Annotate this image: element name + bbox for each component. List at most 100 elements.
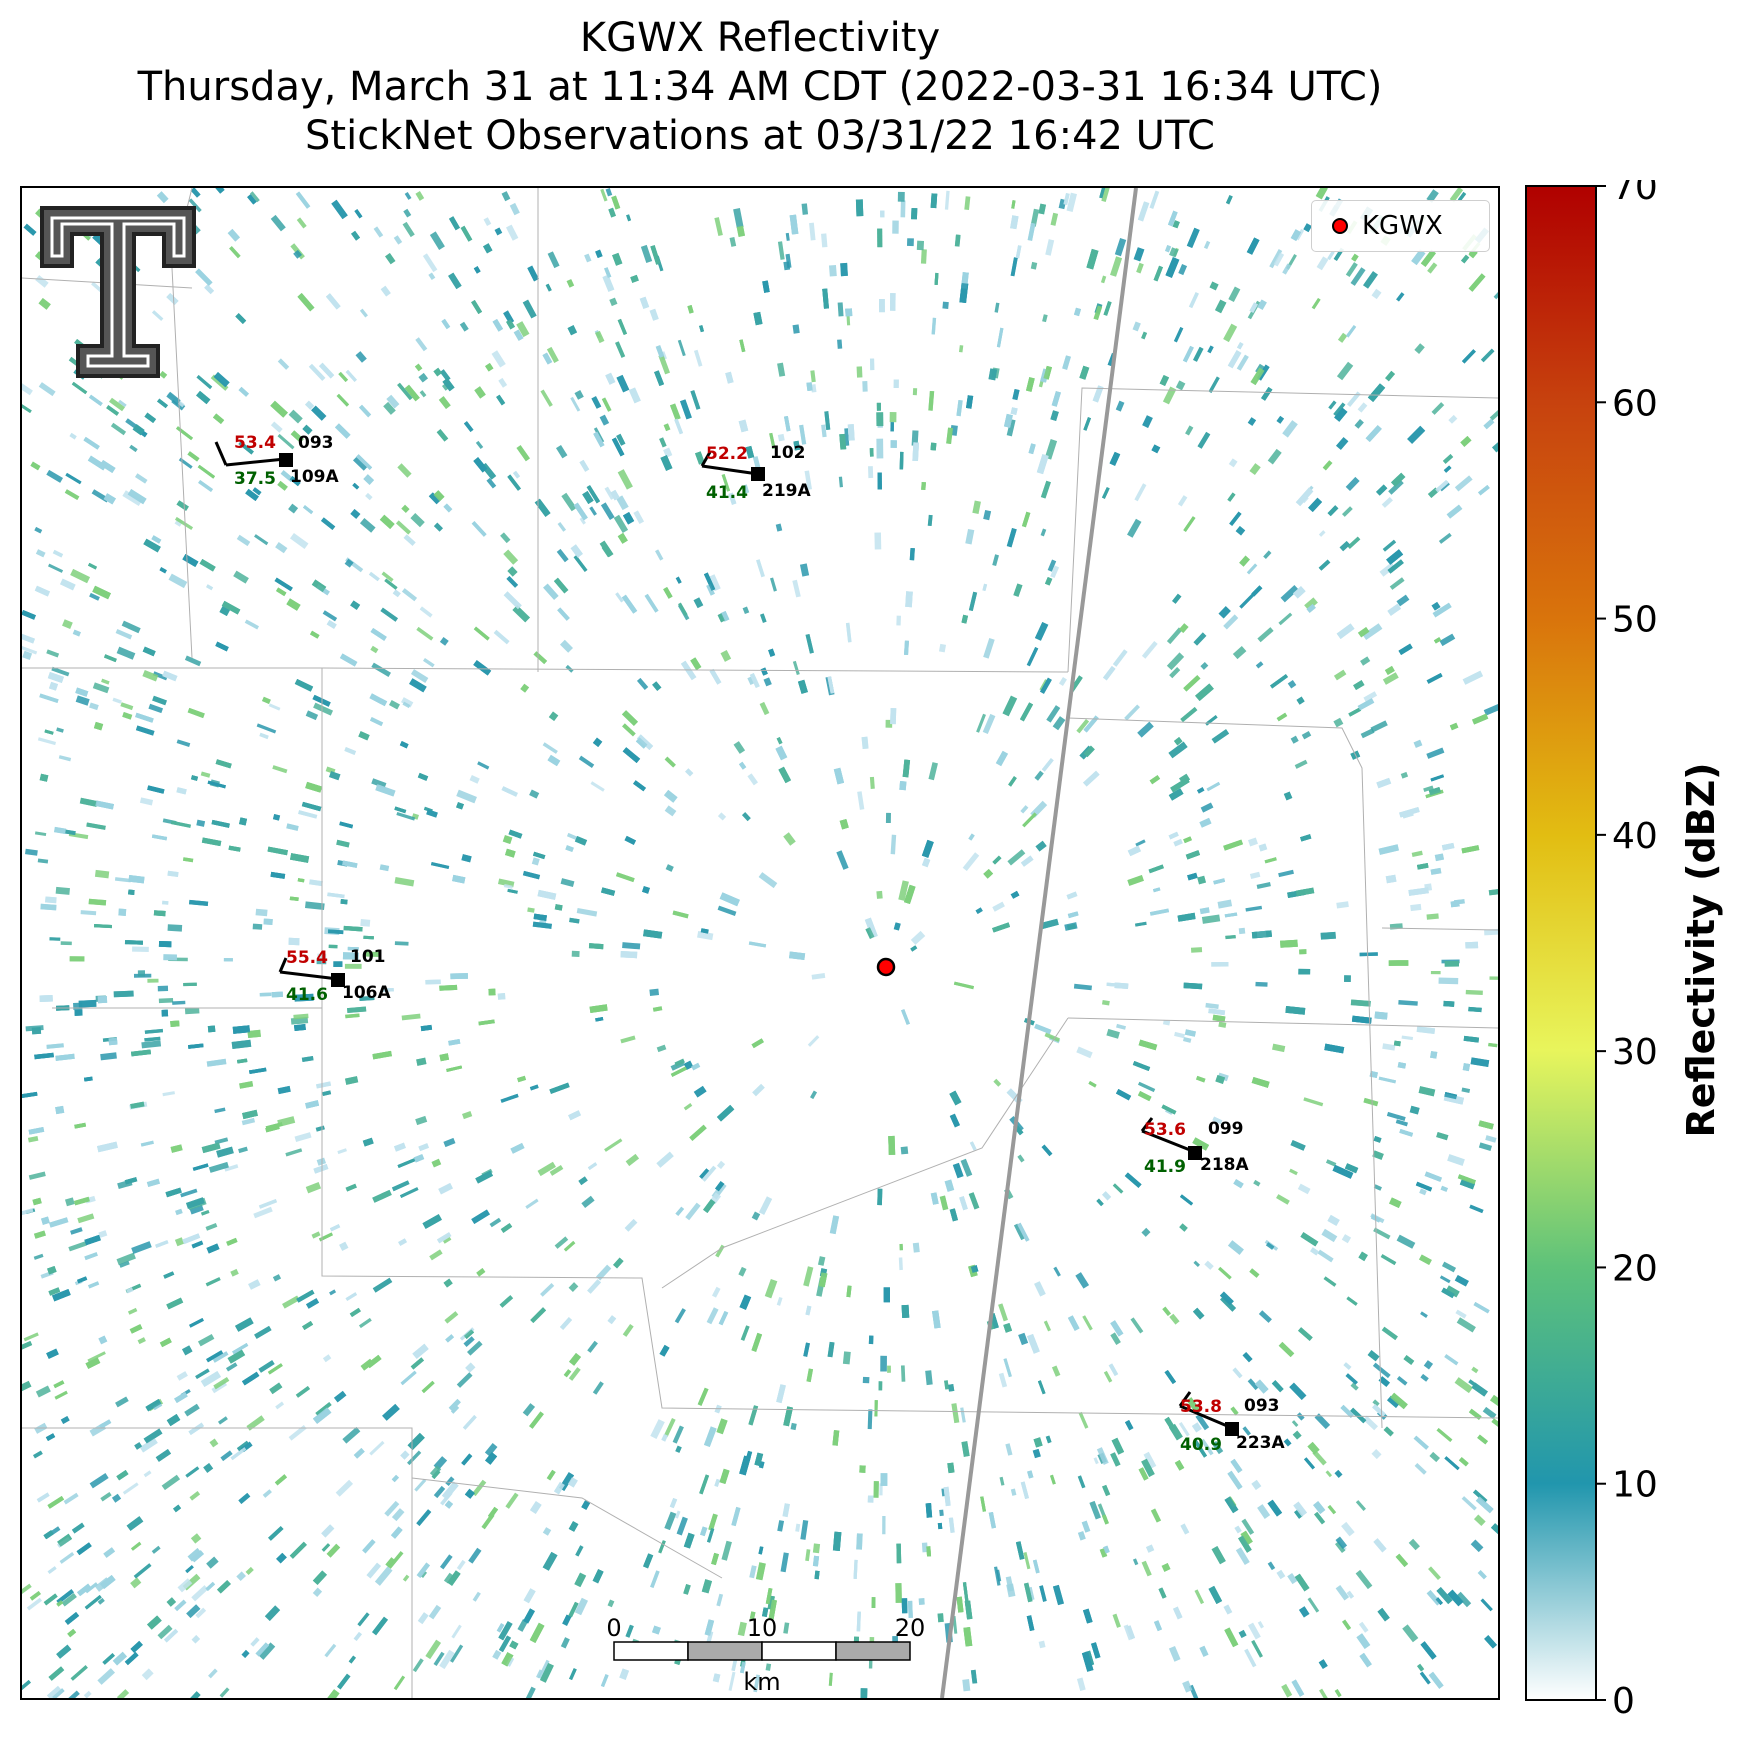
reflectivity-cell: [877, 228, 883, 248]
reflectivity-cell: [134, 1442, 143, 1450]
reflectivity-cell: [244, 619, 260, 630]
station-218A[interactable]: 53.6 099 41.9 218A: [1140, 1117, 1249, 1177]
reflectivity-cell: [754, 1452, 764, 1467]
reflectivity-cell: [1423, 785, 1434, 792]
reflectivity-cell: [1115, 400, 1125, 412]
reflectivity-cell: [439, 984, 458, 991]
reflectivity-cell: [56, 1644, 72, 1659]
reflectivity-cell: [37, 858, 49, 864]
reflectivity-cell: [1334, 1689, 1342, 1698]
reflectivity-cell: [393, 235, 403, 245]
reflectivity-cell: [1200, 661, 1209, 670]
reflectivity-cell: [992, 855, 1002, 865]
reflectivity-cell: [473, 626, 490, 641]
reflectivity-cell: [664, 1511, 677, 1531]
reflectivity-cell: [806, 382, 813, 392]
reflectivity-cell: [1489, 405, 1498, 421]
reflectivity-cell: [1308, 497, 1323, 513]
reflectivity-cell: [1011, 200, 1016, 209]
reflectivity-cell: [419, 390, 427, 398]
reflectivity-cell: [39, 773, 49, 782]
reflectivity-cell: [592, 1381, 604, 1395]
reflectivity-cell: [1200, 1438, 1214, 1456]
reflectivity-cell: [1058, 677, 1067, 686]
reflectivity-cell: [147, 1615, 162, 1630]
reflectivity-cell: [1327, 505, 1339, 517]
reflectivity-cell: [1416, 862, 1429, 870]
reflectivity-cell: [223, 958, 233, 962]
station-223A[interactable]: 53.8 093 40.9 223A: [1178, 1391, 1285, 1455]
reflectivity-cell: [121, 620, 141, 634]
reflectivity-cell: [267, 846, 288, 856]
reflectivity-cell: [1141, 1458, 1155, 1477]
reflectivity-cell: [1363, 271, 1378, 289]
map-canvas[interactable]: 53.4 093 37.5 109A 52.2 102 41.4 219A 55…: [22, 188, 1498, 1698]
reflectivity-cell: [40, 903, 57, 911]
reflectivity-cell: [226, 1237, 238, 1246]
reflectivity-cell: [1251, 585, 1263, 597]
reflectivity-cell: [196, 819, 206, 827]
reflectivity-cell: [305, 710, 319, 721]
reflectivity-cell: [1010, 215, 1019, 230]
reflectivity-cell: [664, 805, 677, 817]
reflectivity-cell: [187, 707, 205, 719]
reflectivity-cell: [876, 438, 884, 459]
reflectivity-cell: [756, 559, 765, 578]
reflectivity-cell: [238, 386, 249, 397]
reflectivity-cell: [152, 310, 164, 321]
reflectivity-cell: [887, 1365, 891, 1373]
reflectivity-cell: [190, 1533, 202, 1544]
station-219A[interactable]: 52.2 102 41.4 219A: [700, 443, 811, 503]
reflectivity-cell: [1384, 665, 1395, 675]
station-106A[interactable]: 55.4 101 41.6 106A: [278, 947, 391, 1005]
reflectivity-cell: [1267, 1499, 1283, 1517]
reflectivity-cell: [141, 1040, 162, 1049]
reflectivity-cell: [931, 317, 937, 335]
reflectivity-cell: [404, 191, 412, 200]
reflectivity-cell: [1432, 602, 1452, 618]
reflectivity-cell: [609, 297, 618, 307]
reflectivity-cell: [1227, 492, 1236, 502]
reflectivity-cell: [1343, 1362, 1352, 1370]
station-109A[interactable]: 53.4 093 37.5 109A: [214, 433, 339, 489]
reflectivity-cell: [896, 1543, 902, 1564]
reflectivity-cell: [268, 1526, 284, 1541]
reflectivity-cell: [385, 253, 396, 265]
reflectivity-cell: [98, 1230, 108, 1238]
reflectivity-cell: [893, 922, 901, 931]
reflectivity-cell: [344, 1076, 359, 1085]
reflectivity-cell: [369, 717, 384, 727]
reflectivity-cell: [560, 1637, 570, 1649]
reflectivity-cell: [1044, 439, 1058, 460]
reflectivity-cell: [1465, 941, 1479, 949]
reflectivity-cell: [1028, 443, 1036, 455]
station-pressure: 093: [298, 433, 334, 453]
reflectivity-cell: [944, 1380, 949, 1390]
reflectivity-cell: [964, 1600, 973, 1620]
reflectivity-cell: [685, 768, 694, 777]
reflectivity-cell: [946, 427, 953, 444]
reflectivity-cell: [1034, 1023, 1052, 1035]
reflectivity-cell: [263, 918, 273, 926]
reflectivity-cell: [1041, 918, 1059, 930]
reflectivity-cell: [1034, 622, 1049, 641]
reflectivity-cell: [1039, 1585, 1047, 1602]
reflectivity-cell: [1387, 603, 1401, 616]
reflectivity-cell: [571, 950, 580, 957]
reflectivity-cell: [54, 1390, 68, 1400]
reflectivity-cell: [1457, 1174, 1476, 1185]
reflectivity-cell: [302, 1320, 314, 1331]
reflectivity-cell: [507, 566, 518, 577]
reflectivity-cell: [1484, 928, 1498, 936]
reflectivity-cell: [1050, 565, 1060, 579]
reflectivity-cell: [576, 907, 598, 917]
reflectivity-cell: [285, 1148, 303, 1157]
map-frame[interactable]: 53.4 093 37.5 109A 52.2 102 41.4 219A 55…: [20, 186, 1500, 1700]
reflectivity-cell: [1477, 1434, 1488, 1445]
station-id: 219A: [762, 481, 811, 501]
reflectivity-cell: [1390, 1392, 1408, 1410]
reflectivity-cell: [1101, 188, 1111, 203]
reflectivity-cell: [665, 864, 674, 872]
reflectivity-cell: [54, 826, 67, 834]
reflectivity-cell: [339, 821, 354, 829]
